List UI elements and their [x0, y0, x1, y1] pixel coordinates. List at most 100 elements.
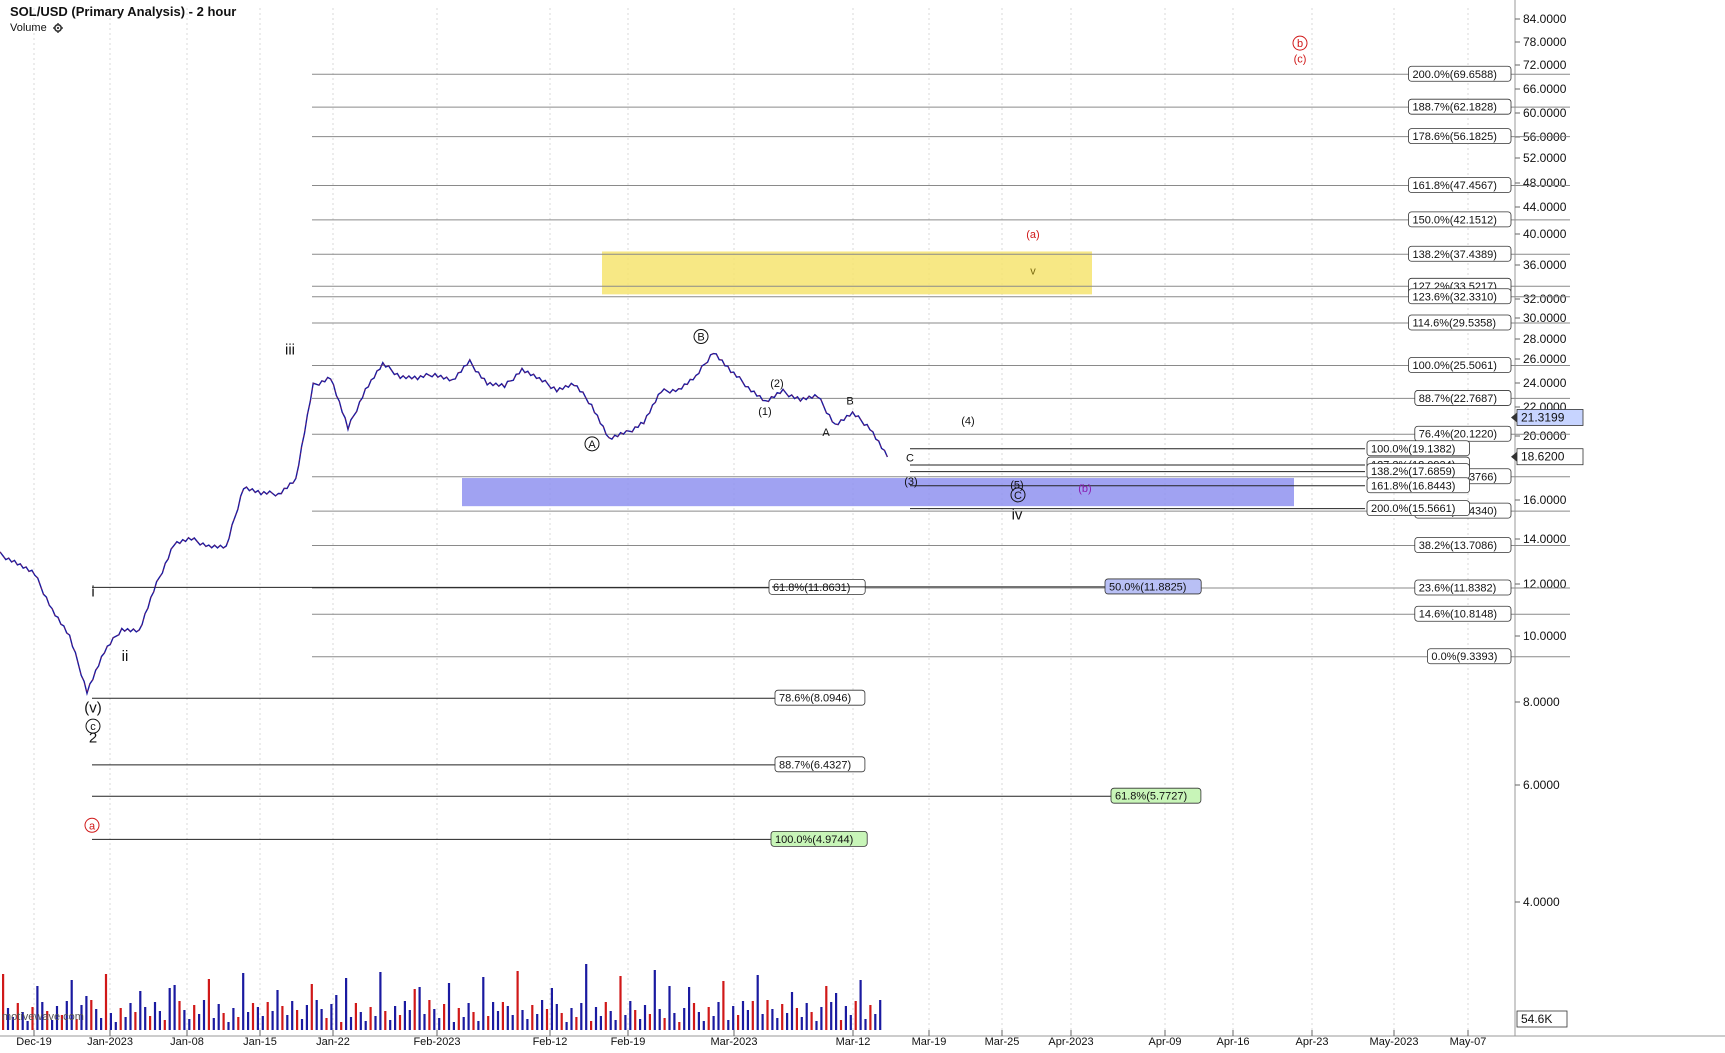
volume-bar — [732, 1006, 735, 1030]
volume-bar — [457, 1008, 460, 1030]
volume-bar — [364, 1021, 367, 1030]
y-tick-label: 40.0000 — [1523, 227, 1567, 241]
wave-label: A — [822, 427, 830, 439]
wave-label: 2 — [89, 729, 97, 746]
volume-bar — [550, 988, 553, 1030]
fib-label-box — [1408, 65, 1512, 82]
volume-bar — [198, 1014, 201, 1030]
wave-label: B — [697, 332, 704, 344]
volume-bar — [119, 1008, 122, 1030]
volume-bar — [702, 1021, 705, 1030]
fib-label-mid-box — [1366, 477, 1470, 494]
volume-bar — [36, 986, 39, 1030]
volume-bar — [619, 976, 622, 1030]
volume-bar — [144, 1007, 147, 1030]
volume-bar — [104, 974, 108, 1030]
volume-bar — [26, 1021, 29, 1030]
volume-bar — [428, 1000, 431, 1030]
volume-bar — [467, 1003, 470, 1030]
volume-bar — [776, 1018, 779, 1030]
volume-bar — [688, 987, 691, 1030]
volume-bar — [100, 1018, 103, 1030]
volume-bar — [438, 1018, 441, 1030]
wave-label: iv — [1012, 506, 1023, 523]
volume-bar — [330, 1004, 333, 1030]
fib-label-mid: 200.0%(15.5661) — [1371, 503, 1455, 515]
x-tick-label: Jan-22 — [316, 1036, 350, 1048]
fib-label: 23.6%(11.8382) — [1419, 583, 1496, 595]
y-tick-label: 24.0000 — [1523, 376, 1567, 390]
y-tick-label: 28.0000 — [1523, 332, 1567, 346]
fib-label: 178.6%(56.1825) — [1413, 131, 1497, 143]
fib-label-mid: 161.8%(16.8443) — [1371, 480, 1455, 492]
y-tick-label: 32.0000 — [1523, 292, 1567, 306]
fib-label-mid-box — [1366, 500, 1470, 517]
wave-label-circle — [85, 718, 101, 734]
x-tick-label: Dec-19 — [16, 1036, 51, 1048]
fib-label-low-box — [770, 830, 868, 847]
y-tick-label: 26.0000 — [1523, 352, 1567, 366]
volume-bar — [6, 1008, 10, 1030]
y-tick-label: 44.0000 — [1523, 200, 1567, 214]
wave-label: (a) — [1026, 229, 1039, 241]
volume-bar — [168, 988, 171, 1030]
volume-bar — [741, 1001, 745, 1030]
volume-bar — [325, 1018, 328, 1030]
volume-bar — [300, 1019, 304, 1030]
y-tick-label: 14.0000 — [1523, 532, 1567, 546]
volume-bar — [349, 1017, 353, 1030]
fib-label-low: 61.8%(5.7727) — [1115, 791, 1187, 803]
volume-bar — [536, 1014, 539, 1030]
fib-label: 14.6%(10.8148) — [1419, 609, 1497, 621]
volume-bar — [585, 964, 588, 1030]
price-series-line — [0, 352, 889, 696]
volume-bar — [271, 1011, 274, 1030]
wave-label: B — [846, 395, 853, 407]
volume-bar — [173, 985, 176, 1030]
volume-bar — [379, 972, 382, 1030]
x-tick-label: Apr-09 — [1148, 1036, 1181, 1048]
volume-bar — [487, 1016, 490, 1030]
wave-label: (v) — [84, 700, 102, 717]
volume-bar — [447, 983, 451, 1030]
volume-bar — [423, 1014, 426, 1030]
volume-bar — [565, 1022, 568, 1030]
fib-label-low-box — [1110, 787, 1202, 804]
price-badge-pointer — [1511, 412, 1517, 423]
wave-label: c — [90, 721, 96, 733]
fib-label-box — [1408, 211, 1512, 228]
volume-bar — [835, 993, 838, 1030]
wave-label: ii — [122, 648, 129, 665]
fib-label-box — [1408, 314, 1512, 331]
volume-bar — [526, 1019, 529, 1030]
volume-bar — [217, 1004, 220, 1030]
volume-bar — [673, 1013, 676, 1030]
y-tick-label: 84.0000 — [1523, 12, 1567, 26]
volume-indicator[interactable]: Volume — [10, 22, 63, 34]
volume-bar — [261, 1016, 264, 1030]
volume-bar — [501, 1002, 504, 1030]
volume-bar — [830, 1002, 833, 1030]
wave-label: (b) — [1078, 483, 1091, 495]
x-tick-label: Feb-12 — [533, 1036, 568, 1048]
x-tick-label: Apr-23 — [1295, 1036, 1328, 1048]
gear-icon[interactable] — [52, 23, 63, 33]
fib-label: 200.0%(69.6588) — [1413, 69, 1497, 81]
fib-label: 150.0%(42.1512) — [1413, 214, 1497, 226]
price-badge-value: 18.6200 — [1521, 450, 1565, 464]
volume-bar — [227, 1022, 230, 1030]
volume-bar — [158, 1011, 161, 1030]
volume-bar — [800, 1017, 803, 1030]
volume-bar — [354, 1003, 357, 1030]
volume-bar — [443, 1004, 446, 1030]
volume-bar — [163, 1020, 166, 1030]
fib-label-mid-box — [1366, 440, 1470, 457]
volume-bar — [492, 1002, 495, 1030]
volume-bar — [134, 1012, 137, 1030]
fib-label-box — [1414, 579, 1512, 596]
wave-label: (2) — [770, 378, 783, 390]
volume-bar — [413, 989, 416, 1030]
volume-bar — [756, 975, 759, 1030]
